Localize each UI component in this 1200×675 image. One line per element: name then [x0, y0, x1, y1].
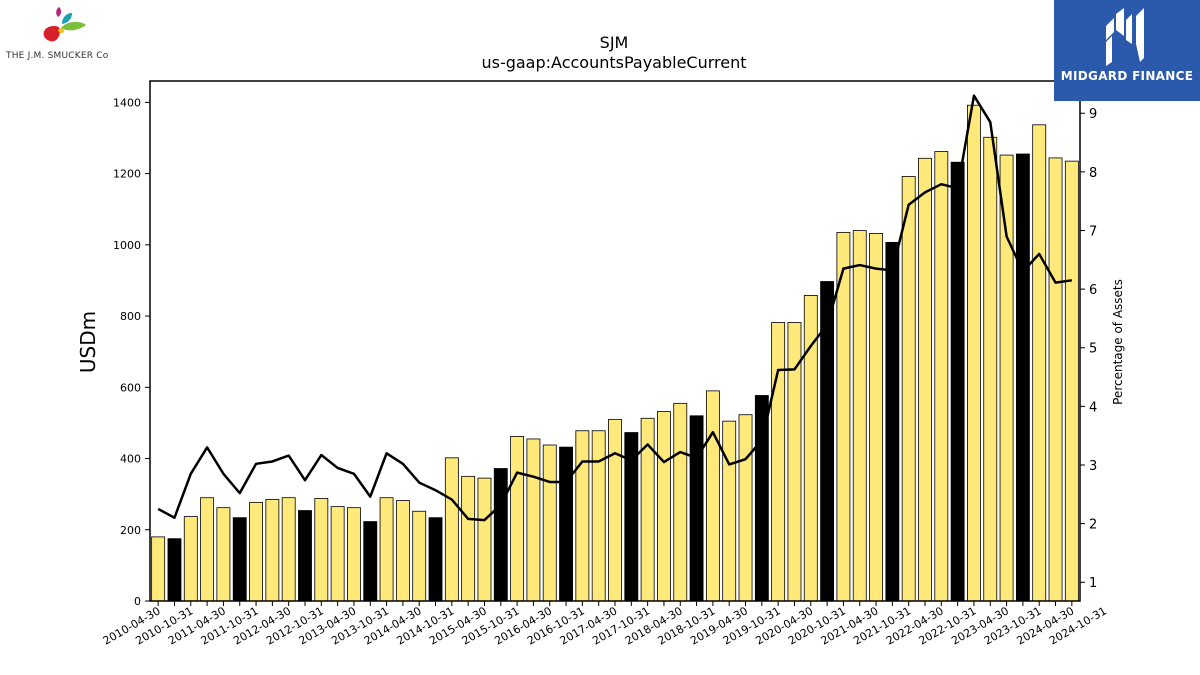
- bar-1: [167, 538, 182, 602]
- bar-44: [869, 233, 883, 602]
- y-axis-label: USDm: [76, 311, 100, 373]
- chart-title: SJM: [600, 33, 629, 52]
- percentage-line: [157, 94, 1073, 522]
- bar-35: [722, 420, 737, 602]
- bar-46: [901, 176, 916, 602]
- bar-38: [771, 322, 786, 602]
- bar-33: [689, 415, 704, 602]
- line-layer: [157, 94, 1073, 522]
- bar-4: [216, 507, 231, 602]
- bar-28: [608, 418, 622, 602]
- bar-5: [232, 517, 247, 602]
- company-logo-text: THE J.M. SMUCKER Co: [6, 51, 109, 61]
- y2-tick-label: 9: [1089, 107, 1097, 122]
- bar-7: [265, 499, 280, 602]
- bar-2: [183, 516, 198, 602]
- bar-37: [754, 395, 769, 602]
- bar-26: [575, 430, 590, 602]
- bar-0: [151, 536, 166, 602]
- brand-logo: MIDGARD FINANCE: [1054, 0, 1200, 101]
- bar-22: [510, 436, 525, 602]
- brand-name: MIDGARD FINANCE: [1060, 69, 1194, 83]
- bar-12: [347, 507, 361, 602]
- midgard-m-icon: [1106, 8, 1144, 66]
- bars-group: [151, 104, 1079, 602]
- bar-19: [461, 475, 476, 602]
- bar-10: [314, 498, 329, 602]
- bar-50: [967, 104, 981, 602]
- bar-27: [591, 430, 606, 602]
- bar-43: [852, 230, 867, 602]
- bar-31: [657, 411, 671, 602]
- y-tick-label: 400: [120, 453, 141, 466]
- bar-48: [934, 151, 949, 602]
- y-tick-label: 1400: [113, 96, 141, 109]
- bar-55: [1048, 157, 1063, 602]
- chart-subtitle: us-gaap:AccountsPayableCurrent: [481, 53, 746, 72]
- y2-tick-label: 4: [1089, 400, 1097, 415]
- y2-tick-label: 1: [1089, 576, 1097, 591]
- bar-15: [395, 500, 410, 602]
- y-tick-label: 0: [134, 595, 141, 608]
- x-axis-ticks: 2010-04-302010-10-312011-04-302011-10-31…: [101, 601, 1109, 648]
- y2-axis-label: Percentage of Assets: [1111, 279, 1125, 405]
- y-tick-label: 600: [120, 381, 141, 394]
- y2-tick-label: 5: [1089, 342, 1097, 357]
- bar-23: [526, 438, 541, 602]
- y-tick-label: 1200: [113, 168, 141, 181]
- bar-32: [673, 402, 688, 602]
- bar-47: [918, 157, 932, 602]
- bar-20: [477, 477, 492, 602]
- bar-18: [444, 457, 459, 602]
- bar-9: [298, 510, 312, 602]
- bar-54: [1032, 124, 1047, 602]
- bar-24: [542, 444, 557, 602]
- bar-17: [428, 517, 443, 602]
- bar-25: [559, 446, 573, 602]
- bar-34: [705, 390, 720, 602]
- y2-tick-label: 3: [1089, 459, 1097, 474]
- y-tick-label: 200: [120, 524, 141, 537]
- bar-6: [249, 501, 263, 602]
- bar-45: [885, 241, 900, 602]
- y-axis-ticks: 0 200 400 600 800 1000 1200 1400: [113, 96, 150, 608]
- bar-51: [983, 136, 998, 602]
- y2-tick-label: 8: [1089, 166, 1097, 181]
- bar-3: [200, 497, 215, 602]
- bar-8: [281, 497, 296, 602]
- bar-16: [412, 510, 427, 602]
- y2-tick-label: 7: [1089, 224, 1097, 239]
- y2-axis-ticks: 1 2 3 4 5 6 7 8 9: [1080, 107, 1097, 591]
- bar-36: [738, 414, 753, 602]
- company-logo: THE J.M. SMUCKER Co: [4, 4, 124, 64]
- bar-21: [493, 468, 508, 602]
- y2-tick-label: 6: [1089, 283, 1097, 298]
- bar-49: [950, 161, 965, 602]
- bar-53: [1015, 153, 1030, 602]
- bar-14: [379, 497, 394, 602]
- y2-tick-label: 2: [1089, 518, 1097, 533]
- bar-11: [330, 506, 345, 602]
- fruit-logo-icon: [43, 7, 86, 42]
- bar-52: [999, 154, 1014, 602]
- bar-56: [1064, 160, 1079, 602]
- y-tick-label: 1000: [113, 239, 141, 252]
- bar-13: [363, 521, 378, 602]
- y-tick-label: 800: [120, 310, 141, 323]
